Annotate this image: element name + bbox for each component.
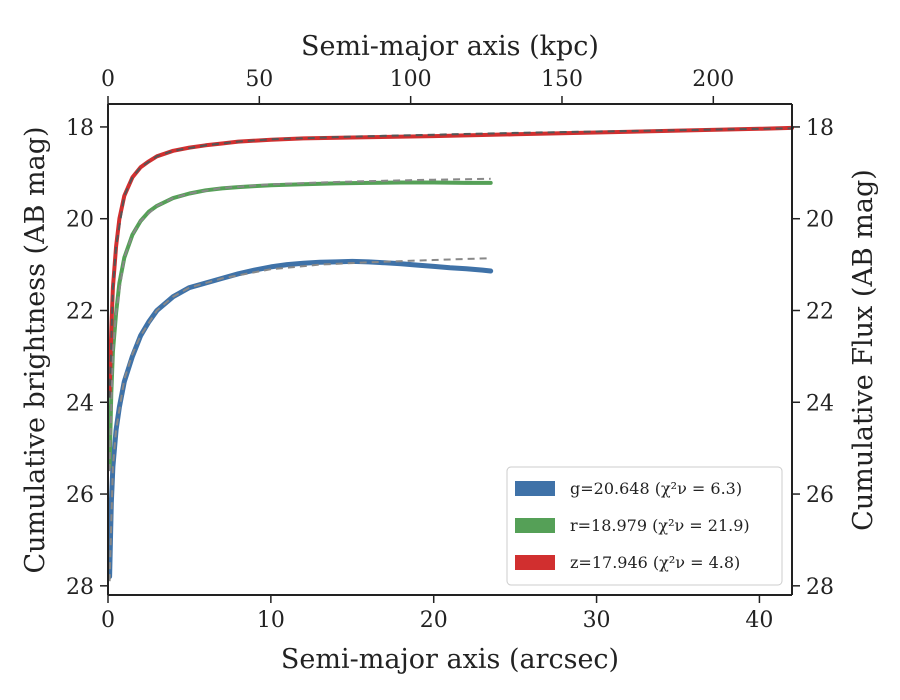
x-top-tick-label: 50: [245, 67, 273, 92]
legend-label-z: z=17.946 (χ²ν = 4.8): [570, 553, 740, 572]
legend-swatch-r: [515, 518, 555, 533]
fit-line-1: [108, 177, 491, 472]
legend-frame: [506, 466, 783, 586]
y-right-tick-label: 18: [806, 116, 834, 141]
y-right-tick-label: 24: [806, 391, 834, 416]
y-tick-label: 18: [66, 116, 94, 141]
y-right-axis-title: Cumulative Flux (AB mag): [848, 169, 879, 531]
legend-label-r: r=18.979 (χ²ν = 21.9): [570, 516, 750, 535]
y-tick-label: 28: [66, 575, 94, 600]
x-top-tick-label: 200: [692, 67, 734, 92]
legend-swatch-g: [515, 481, 555, 496]
y-tick-label: 24: [66, 391, 94, 416]
y-axis-title: Cumulative brightness (AB mag): [20, 126, 51, 573]
y-tick-label: 26: [66, 483, 94, 508]
plot-area: [107, 125, 794, 582]
y-right-tick-label: 20: [806, 208, 834, 233]
legend: g=20.648 (χ²ν = 6.3) r=18.979 (χ²ν = 21.…: [506, 466, 783, 586]
x-top-axis-title: Semi-major axis (kpc): [301, 31, 599, 62]
y-right-tick-label: 22: [806, 299, 834, 324]
y-tick-label: 22: [66, 299, 94, 324]
x-top-tick-label: 100: [390, 67, 432, 92]
y-tick-label: 20: [66, 208, 94, 233]
fit-line-2: [108, 127, 793, 398]
x-tick-label: 30: [583, 608, 611, 633]
fit-line-0: [108, 257, 491, 582]
y-right-tick-label: 28: [806, 575, 834, 600]
x-tick-label: 20: [420, 608, 448, 633]
series-line-z: [107, 125, 794, 396]
series-line-r: [107, 180, 493, 469]
ticks: 0 10 20 30 40 0 50 100 150 200 18 18 20 20 22 22 24 24 26 2…: [66, 67, 834, 633]
x-tick-label: 40: [745, 608, 773, 633]
x-tick-label: 10: [257, 608, 285, 633]
x-tick-label: 0: [101, 608, 115, 633]
y-right-tick-label: 26: [806, 483, 834, 508]
x-top-tick-label: 0: [101, 67, 115, 92]
series-line-g: [107, 258, 494, 580]
x-top-tick-label: 150: [541, 67, 583, 92]
x-axis-title: Semi-major axis (arcsec): [281, 644, 619, 675]
legend-label-g: g=20.648 (χ²ν = 6.3): [570, 479, 742, 498]
legend-swatch-z: [515, 555, 555, 570]
